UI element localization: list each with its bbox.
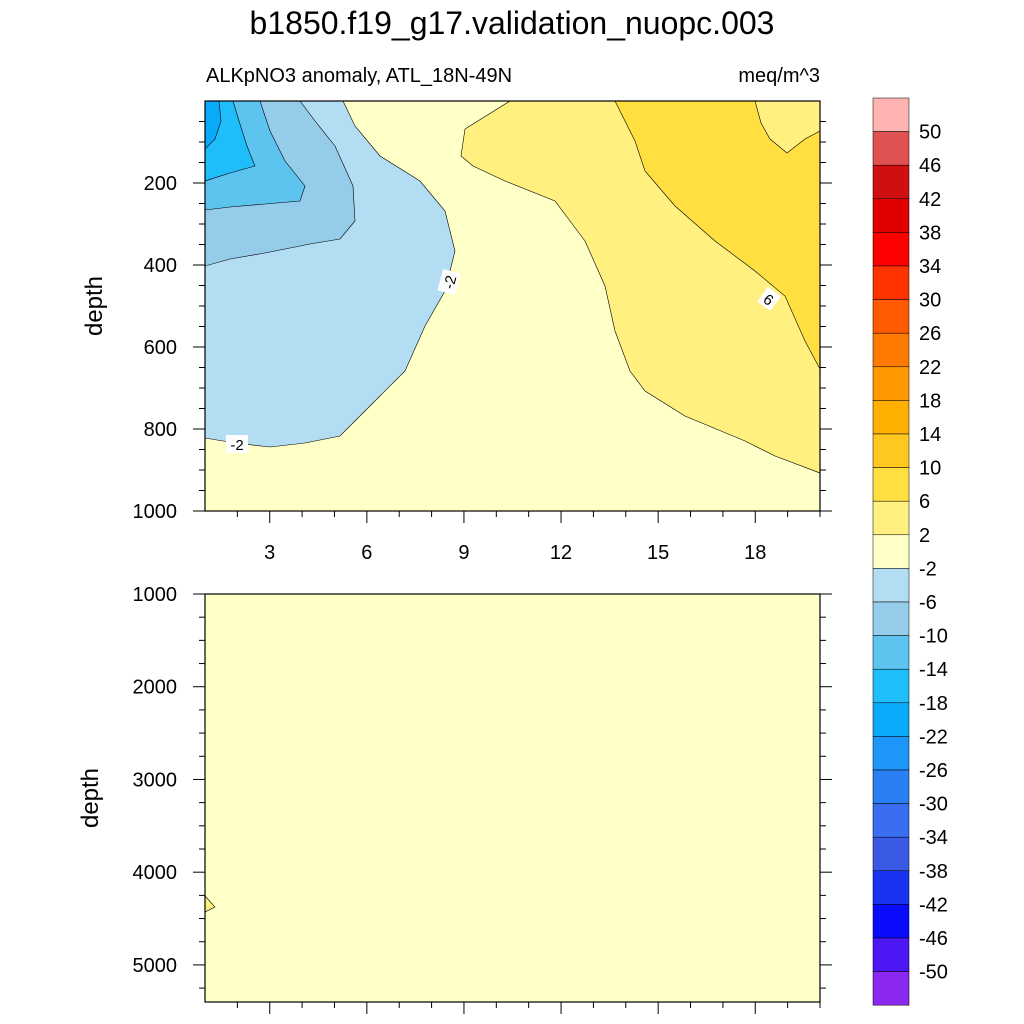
- colorbar-swatch: [872, 500, 910, 536]
- colorbar-swatch: [872, 870, 910, 905]
- colorbar-label: 42: [919, 189, 941, 211]
- contour-label: -2: [226, 435, 248, 454]
- colorbar-swatch: [872, 803, 910, 838]
- svg-text:-2: -2: [230, 437, 243, 454]
- svg-text:-2: -2: [441, 274, 461, 291]
- colorbar-label: -38: [919, 861, 948, 883]
- colorbar-swatch: [872, 836, 910, 872]
- lower-panel: 1000 2000 3000 4000 5000 depth: [77, 584, 832, 1014]
- upper-region-m22-m18: [205, 101, 222, 150]
- upper-contour-labels: -2 -2 6: [226, 269, 781, 454]
- lower-region-m2-2: [205, 594, 820, 1002]
- x-tick-label: 3: [264, 542, 275, 564]
- colorbar-label: -2: [919, 558, 937, 580]
- colorbar-swatch: [872, 299, 910, 334]
- contour-label: -2: [437, 269, 461, 295]
- lower-region-2-6-patch: [205, 895, 216, 913]
- colorbar-swatch: [872, 97, 910, 132]
- lower-axes: 1000 2000 3000 4000 5000: [133, 584, 832, 1014]
- colorbar-label: -6: [919, 592, 937, 614]
- colorbar-label: 34: [919, 256, 941, 278]
- colorbar-label: 18: [919, 390, 941, 412]
- colorbar-label: -42: [919, 894, 948, 916]
- upper-panel: ALKpNO3 anomaly, ATL_18N-49N meq/m^3 -2 …: [81, 65, 832, 564]
- colorbar-label: 6: [919, 491, 930, 513]
- colorbar-label: 10: [919, 458, 941, 480]
- colorbar-swatch: [872, 769, 910, 804]
- colorbar-label: -26: [919, 760, 948, 782]
- upper-region-2-6-islet: [754, 101, 820, 154]
- colorbar-swatch: [872, 668, 910, 704]
- contour-label: 6: [757, 287, 781, 311]
- x-tick-label: 6: [361, 542, 372, 564]
- colorbar-label: 26: [919, 323, 941, 345]
- colorbar-label: -14: [919, 659, 948, 681]
- y-tick-label: 3000: [133, 769, 178, 791]
- colorbar-swatch: [872, 601, 910, 636]
- colorbar: 50 46 42 38 34 30 26 22 18 14 10 6 2 -2 -6 -10 -14 -18 -22…: [872, 97, 948, 1006]
- colorbar-label: 2: [919, 525, 930, 547]
- colorbar-swatch: [872, 736, 910, 771]
- upper-region-6-10: [614, 101, 820, 370]
- colorbar-swatch: [872, 232, 910, 267]
- upper-axes: 200 400 600 800 1000 3 6 9 12 15 18: [133, 121, 832, 564]
- colorbar-label: 30: [919, 290, 941, 312]
- figure-title: b1850.f19_g17.validation_nuopc.003: [250, 5, 775, 41]
- colorbar-label: 46: [919, 155, 941, 177]
- colorbar-label: -10: [919, 626, 948, 648]
- colorbar-label: 14: [919, 424, 941, 446]
- colorbar-label: -34: [919, 827, 948, 849]
- colorbar-swatch: [872, 433, 910, 468]
- x-tick-label: 12: [550, 542, 572, 564]
- lower-ylabel: depth: [77, 768, 104, 828]
- lower-frame: [204, 593, 821, 1003]
- colorbar-swatch: [872, 164, 910, 200]
- colorbar-swatch: [872, 198, 910, 233]
- colorbar-swatch: [872, 131, 910, 166]
- colorbar-swatch: [872, 635, 910, 670]
- colorbar-swatch: [872, 366, 910, 401]
- y-tick-label: 2000: [133, 677, 178, 699]
- y-tick-label: 1000: [133, 501, 178, 523]
- colorbar-label: -50: [919, 962, 948, 984]
- y-tick-label: 800: [144, 419, 177, 441]
- colorbar-swatch: [872, 702, 910, 737]
- y-tick-label: 4000: [133, 862, 178, 884]
- colorbar-swatch: [872, 467, 910, 502]
- colorbar-label: -46: [919, 928, 948, 950]
- lower-plot-area: [205, 594, 820, 1002]
- y-tick-label: 400: [144, 255, 177, 277]
- upper-subtitle-right: meq/m^3: [738, 65, 820, 87]
- upper-subtitle-left: ALKpNO3 anomaly, ATL_18N-49N: [206, 65, 512, 87]
- colorbar-swatch: [872, 265, 910, 300]
- y-tick-label: 1000: [133, 584, 178, 606]
- colorbar-label: -18: [919, 693, 948, 715]
- colorbar-swatch: [872, 904, 910, 939]
- colorbar-swatch: [872, 400, 910, 435]
- colorbar-swatch: [872, 971, 910, 1006]
- colorbar-label: 22: [919, 357, 941, 379]
- colorbar-swatch: [872, 568, 910, 603]
- x-tick-label: 15: [647, 542, 669, 564]
- upper-plot-area: [205, 101, 820, 511]
- y-tick-label: 5000: [133, 955, 178, 977]
- colorbar-swatch: [872, 332, 910, 368]
- colorbar-label: -30: [919, 794, 948, 816]
- y-tick-label: 200: [144, 173, 177, 195]
- colorbar-label: 38: [919, 222, 941, 244]
- colorbar-label: -22: [919, 726, 948, 748]
- x-tick-label: 9: [458, 542, 469, 564]
- colorbar-label: 50: [919, 122, 941, 144]
- x-tick-label: 18: [744, 542, 766, 564]
- colorbar-swatch: [872, 937, 910, 972]
- y-tick-label: 600: [144, 337, 177, 359]
- upper-ylabel: depth: [81, 276, 108, 336]
- colorbar-swatch: [872, 534, 910, 569]
